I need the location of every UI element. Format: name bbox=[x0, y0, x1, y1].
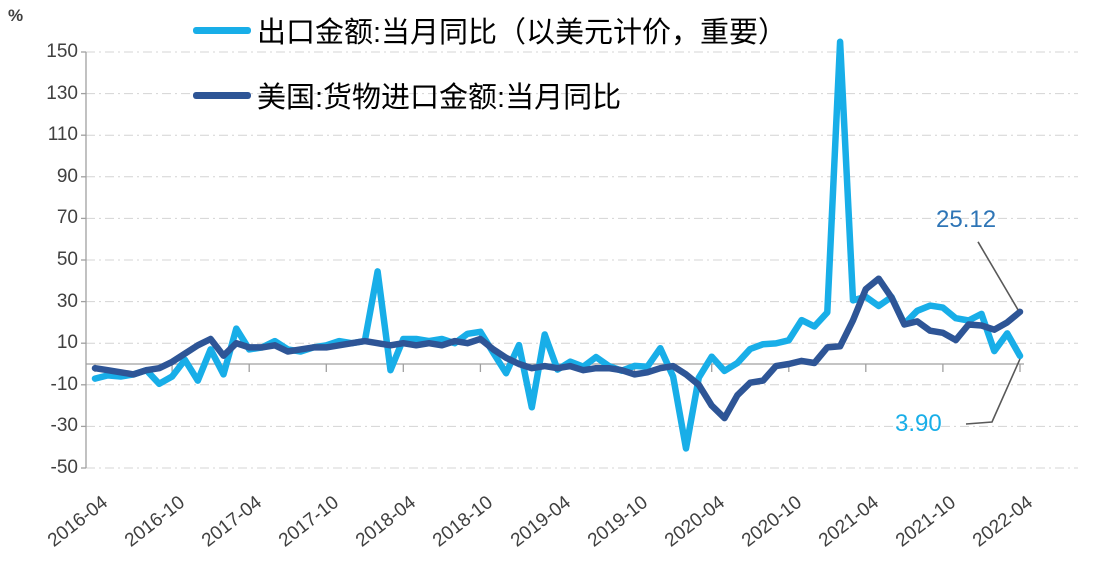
leader-line-exports bbox=[965, 358, 1021, 425]
legend-swatch-us-imports bbox=[193, 91, 251, 99]
legend: 出口金额:当月同比（以美元计价，重要） 美国:货物进口金额:当月同比 bbox=[193, 9, 787, 139]
y-tick-label: 150 bbox=[46, 41, 78, 62]
y-tick-label: -30 bbox=[50, 415, 78, 436]
legend-label-exports: 出口金额:当月同比（以美元计价，重要） bbox=[257, 17, 788, 49]
y-tick-label: -50 bbox=[50, 457, 78, 478]
y-tick-label: 70 bbox=[56, 207, 78, 228]
leader-line-us-imports bbox=[977, 241, 1019, 311]
legend-item-us-imports: 美国:货物进口金额:当月同比 bbox=[193, 74, 787, 116]
y-tick-label: 90 bbox=[56, 166, 78, 187]
y-axis-unit-label: % bbox=[8, 6, 24, 25]
legend-swatch-exports bbox=[193, 26, 251, 34]
legend-label-us-imports: 美国:货物进口金额:当月同比 bbox=[257, 82, 622, 114]
annotation-us-imports-last-value: 25.12 bbox=[936, 206, 997, 233]
legend-item-exports: 出口金额:当月同比（以美元计价，重要） bbox=[193, 9, 787, 51]
y-tick-label: 110 bbox=[47, 124, 78, 145]
annotation-exports-last-value: 3.90 bbox=[895, 410, 942, 437]
series-line-1 bbox=[91, 275, 1024, 422]
y-tick-label: 10 bbox=[56, 332, 78, 353]
y-tick-label: 30 bbox=[56, 291, 78, 312]
y-tick-label: 50 bbox=[56, 249, 78, 270]
y-tick-label: -10 bbox=[50, 374, 78, 395]
y-tick-label: 130 bbox=[46, 83, 78, 104]
